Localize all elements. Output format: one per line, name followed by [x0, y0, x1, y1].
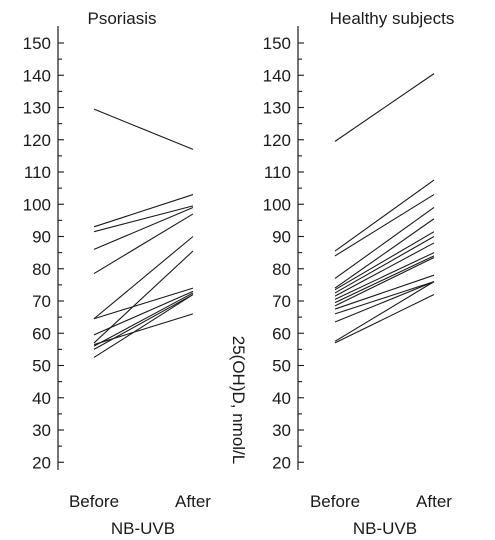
subject-line: [334, 274, 435, 310]
y-tick-label: 100: [23, 195, 51, 214]
series-lines: [334, 73, 435, 344]
y-tick-label: 120: [23, 131, 51, 150]
x-axis-title: NB-UVB: [111, 519, 175, 538]
y-tick-label: 130: [263, 99, 291, 118]
x-category-before: Before: [310, 492, 360, 511]
subject-line: [93, 108, 194, 150]
series-lines: [93, 108, 194, 358]
y-tick-label: 140: [23, 66, 51, 85]
subject-line: [334, 252, 435, 300]
y-tick-label: 110: [24, 163, 51, 182]
y-tick-label: 50: [32, 357, 51, 376]
y-tick-label: 60: [272, 324, 291, 343]
y-tick-label: 110: [264, 163, 291, 182]
subject-line: [93, 313, 194, 346]
subject-line: [334, 218, 435, 289]
y-tick-label: 140: [263, 66, 291, 85]
healthy-subjects-panel: Healthy subjects 20 30 40 50 60 70 80 90 100 110 1…: [263, 9, 455, 538]
y-tick-label: 120: [263, 131, 291, 150]
subject-line: [93, 290, 194, 336]
subject-line: [334, 194, 435, 257]
subject-line: [93, 294, 194, 358]
y-tick-label: 30: [272, 421, 291, 440]
subject-line: [334, 256, 435, 307]
subject-line: [93, 205, 194, 233]
y-tick-label: 20: [32, 453, 51, 472]
psoriasis-panel: Psoriasis 20 30 40 50 60 70 80 90 100 110 120 130 14…: [23, 9, 212, 538]
subject-line: [334, 236, 435, 294]
x-category-after: After: [416, 492, 452, 511]
subject-line: [334, 281, 435, 315]
y-tick-label: 130: [23, 99, 51, 118]
y-tick-label: 50: [272, 357, 291, 376]
subject-line: [93, 236, 194, 320]
y-tick-label: 150: [23, 34, 51, 53]
subject-line: [93, 206, 194, 250]
y-tick-label: 90: [32, 228, 51, 247]
y-axis-title: 25(OH)D, nmol/L: [229, 336, 248, 464]
subject-line: [93, 213, 194, 275]
subject-line: [334, 294, 435, 344]
y-tick-label: 70: [272, 292, 291, 311]
subject-line: [334, 179, 435, 252]
subject-line: [334, 231, 435, 291]
y-tick-label: 40: [272, 389, 291, 408]
subject-line: [334, 73, 435, 142]
x-category-before: Before: [69, 492, 119, 511]
y-tick-label: 70: [32, 292, 51, 311]
y-tick-label: 30: [32, 421, 51, 440]
subject-line: [334, 281, 435, 323]
y-tick-label: 90: [272, 228, 291, 247]
subject-line: [93, 250, 194, 344]
subject-line: [93, 294, 194, 350]
y-tick-label: 100: [263, 195, 291, 214]
subject-line: [334, 207, 435, 279]
subject-line: [93, 287, 194, 320]
y-axis: 20 30 40 50 60 70 80 90 100 110 120 130 140 150: [263, 26, 304, 472]
panel-title: Healthy subjects: [330, 9, 455, 28]
y-tick-label: 80: [32, 260, 51, 279]
y-tick-label: 40: [32, 389, 51, 408]
y-tick-label: 80: [272, 260, 291, 279]
subject-line: [334, 255, 435, 304]
x-axis-title: NB-UVB: [353, 519, 417, 538]
y-tick-label: 150: [263, 34, 291, 53]
y-tick-label: 20: [272, 453, 291, 472]
subject-line: [93, 194, 194, 228]
subject-line: [93, 292, 194, 347]
subject-line: [334, 242, 435, 297]
panel-title: Psoriasis: [88, 9, 157, 28]
y-tick-label: 60: [32, 324, 51, 343]
y-axis: 20 30 40 50 60 70 80 90 100 110 120 130 140 150: [23, 26, 64, 472]
x-category-after: After: [175, 492, 211, 511]
subject-line: [334, 281, 435, 342]
